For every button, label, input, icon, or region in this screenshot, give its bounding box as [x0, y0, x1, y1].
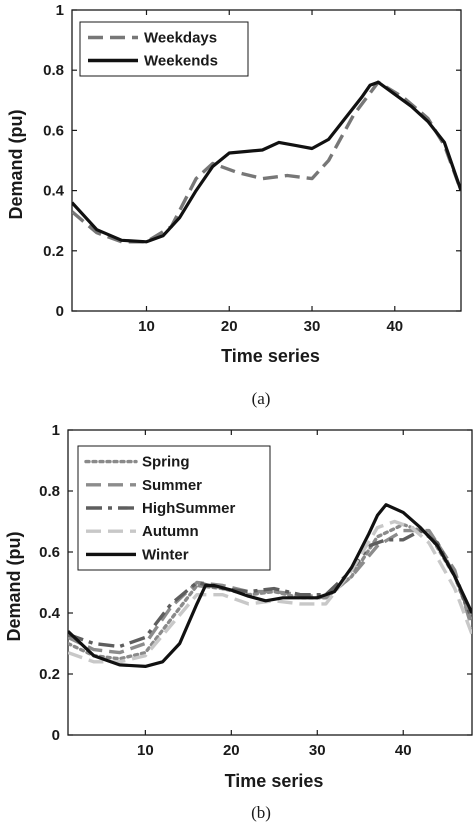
legend-label-spring: Spring	[142, 454, 190, 471]
legend: Spring Summer HighSummer Autumn Winter	[77, 445, 271, 571]
x-tick-label: 20	[221, 318, 238, 335]
legend: Weekdays Weekends	[79, 21, 249, 77]
y-tick-label: 0.6	[39, 544, 60, 561]
y-tick-label: 0	[56, 303, 64, 320]
y-axis-title: Demand (pu)	[6, 109, 26, 219]
y-axis-title: Demand (pu)	[4, 531, 24, 641]
figure-caption: (b)	[251, 803, 271, 822]
chart-a: 10 20 30 40 0 0.2 0.4 0.6 0.8 1 Time series Demand …	[6, 2, 462, 408]
series-line-highsummer	[68, 528, 472, 649]
legend-label-weekdays: Weekdays	[144, 30, 217, 47]
y-tick-label: 0.4	[43, 183, 65, 200]
series-line-weekends	[72, 80, 461, 244]
legend-label-highsummer: HighSummer	[142, 500, 236, 517]
legend-label-autumn: Autumn	[142, 523, 199, 540]
y-tick-label: 0.6	[43, 122, 64, 139]
legend-box	[79, 21, 249, 77]
x-tick-label: 30	[309, 742, 326, 759]
y-tick-label: 1	[56, 2, 64, 19]
series-group	[68, 503, 472, 668]
y-tick-label: 0	[52, 727, 60, 744]
x-tick-label: 30	[304, 318, 321, 335]
x-tick-label: 40	[395, 742, 412, 759]
legend-label-weekends: Weekends	[144, 53, 218, 70]
y-tick-label: 0.8	[39, 483, 60, 500]
series-line-winter	[68, 503, 472, 668]
legend-label-summer: Summer	[142, 477, 202, 494]
series-group	[72, 80, 461, 244]
figure-caption: (a)	[252, 389, 271, 408]
chart-b: 10 20 30 40 0 0.2 0.4 0.6 0.8 1 Time series Demand …	[4, 422, 473, 822]
y-tick-label: 1	[52, 422, 60, 439]
y-tick-label: 0.8	[43, 62, 64, 79]
y-tick-label: 0.4	[39, 605, 61, 622]
y-tick-label: 0.2	[39, 666, 60, 683]
series-line-autumn	[68, 519, 472, 664]
x-tick-label: 20	[223, 742, 240, 759]
x-axis-title: Time series	[221, 346, 320, 366]
x-tick-label: 40	[386, 318, 403, 335]
y-tick-label: 0.2	[43, 243, 64, 260]
x-tick-label: 10	[138, 318, 155, 335]
x-tick-label: 10	[137, 742, 154, 759]
legend-label-winter: Winter	[142, 546, 189, 563]
x-axis-title: Time series	[225, 771, 324, 791]
series-line-summer	[68, 528, 472, 655]
